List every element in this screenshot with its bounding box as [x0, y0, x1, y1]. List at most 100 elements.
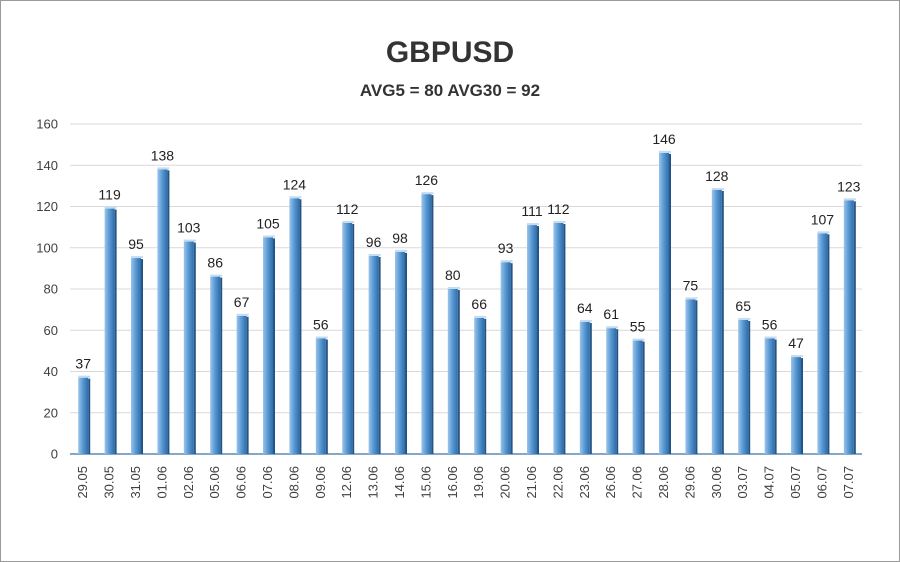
- data-label: 55: [630, 319, 646, 335]
- x-tick-label: 09.06: [313, 466, 328, 499]
- bar-cap: [236, 313, 249, 316]
- data-label: 96: [366, 234, 382, 250]
- x-tick-label: 14.06: [392, 466, 407, 499]
- bar-side: [246, 316, 249, 454]
- bar-side: [774, 339, 777, 454]
- x-tick-label: 07.06: [260, 466, 275, 499]
- bar-cap: [104, 206, 117, 209]
- data-label: 47: [788, 335, 804, 351]
- data-label: 103: [177, 220, 201, 236]
- data-label: 66: [471, 296, 487, 312]
- bar-side: [484, 318, 487, 454]
- bar-side: [853, 201, 856, 454]
- bar: [527, 225, 537, 454]
- data-label: 65: [735, 298, 751, 314]
- x-tick-label: 23.06: [577, 466, 592, 499]
- bar-cap: [659, 150, 671, 153]
- bar: [738, 319, 749, 454]
- bar-side: [510, 263, 513, 454]
- data-label: 98: [392, 230, 408, 246]
- bar: [157, 169, 168, 454]
- y-tick-label: 100: [36, 240, 58, 255]
- x-axis-ticks: 29.05 30.05 31.05 01.06 02.06 05.06 06.06 07.06…: [75, 466, 856, 499]
- bar: [236, 315, 247, 454]
- bar-side: [642, 341, 645, 454]
- bar: [104, 208, 115, 454]
- data-label: 64: [577, 300, 593, 316]
- x-tick-label: 19.06: [471, 466, 486, 499]
- bar-cap: [500, 260, 513, 263]
- y-tick-label: 20: [44, 405, 58, 420]
- x-tick-label: 13.06: [366, 466, 381, 499]
- bar-side: [695, 300, 698, 454]
- bar: [315, 338, 326, 454]
- data-label: 95: [128, 236, 144, 252]
- bar: [500, 262, 511, 454]
- bar: [632, 340, 643, 454]
- bar-side: [537, 226, 539, 454]
- data-label: 61: [603, 306, 619, 322]
- bar: [817, 233, 828, 454]
- data-label: 105: [256, 215, 280, 231]
- data-label: 93: [498, 240, 514, 256]
- x-tick-label: 07.07: [841, 466, 856, 499]
- x-tick-label: 29.06: [682, 466, 697, 499]
- bar: [289, 198, 300, 454]
- bar: [791, 357, 801, 454]
- x-tick-label: 29.05: [75, 466, 90, 499]
- data-label: 86: [207, 255, 223, 271]
- bar: [553, 223, 564, 454]
- bar-side: [748, 320, 751, 454]
- x-tick-label: 31.05: [128, 466, 143, 499]
- bar-cap: [685, 297, 698, 300]
- data-label: 138: [151, 147, 175, 163]
- bar-cap: [289, 196, 302, 199]
- x-tick-label: 27.06: [630, 466, 645, 499]
- data-label: 124: [283, 176, 307, 192]
- x-tick-label: 21.06: [524, 466, 539, 499]
- bar-side: [220, 277, 223, 454]
- data-label: 146: [652, 131, 676, 147]
- data-labels: 37 119 95 138 103 86 67 105 124 56 112 96 98 126 80 66 9…: [75, 131, 860, 372]
- bar-side: [167, 170, 170, 454]
- bar: [447, 289, 458, 454]
- bar: [395, 251, 405, 454]
- bar: [78, 377, 89, 454]
- x-tick-label: 30.05: [102, 466, 117, 499]
- bar-side: [193, 242, 196, 454]
- bar-cap: [817, 231, 830, 234]
- x-tick-label: 01.06: [154, 466, 169, 499]
- x-tick-label: 06.06: [234, 466, 249, 499]
- x-tick-label: 15.06: [418, 466, 433, 499]
- data-label: 123: [837, 178, 861, 194]
- bar-side: [88, 378, 91, 454]
- bar-cap: [843, 198, 856, 201]
- bar: [764, 338, 775, 454]
- bar-cap: [368, 254, 381, 256]
- data-label: 128: [705, 168, 729, 184]
- bar: [659, 152, 669, 454]
- bar: [711, 190, 722, 454]
- bar-cap: [791, 355, 803, 358]
- bar-side: [273, 238, 275, 454]
- x-tick-label: 30.06: [709, 466, 724, 499]
- chart-title: GBPUSD: [386, 36, 514, 69]
- bar-side: [141, 259, 143, 454]
- bar-cap: [527, 223, 539, 226]
- bar-cap: [78, 375, 91, 378]
- bar-cap: [738, 317, 751, 320]
- bar-side: [325, 339, 328, 454]
- bar: [263, 237, 273, 454]
- bar: [579, 322, 590, 454]
- bars: [78, 150, 856, 454]
- bar-side: [616, 329, 619, 454]
- bar-cap: [263, 235, 275, 238]
- bar: [131, 258, 141, 454]
- grid-lines: [70, 123, 862, 455]
- x-tick-label: 06.07: [814, 466, 829, 499]
- bar-cap: [553, 221, 566, 223]
- bar-side: [721, 191, 724, 454]
- bar-cap: [210, 274, 223, 277]
- bar: [685, 299, 696, 454]
- bar-cap: [579, 320, 592, 322]
